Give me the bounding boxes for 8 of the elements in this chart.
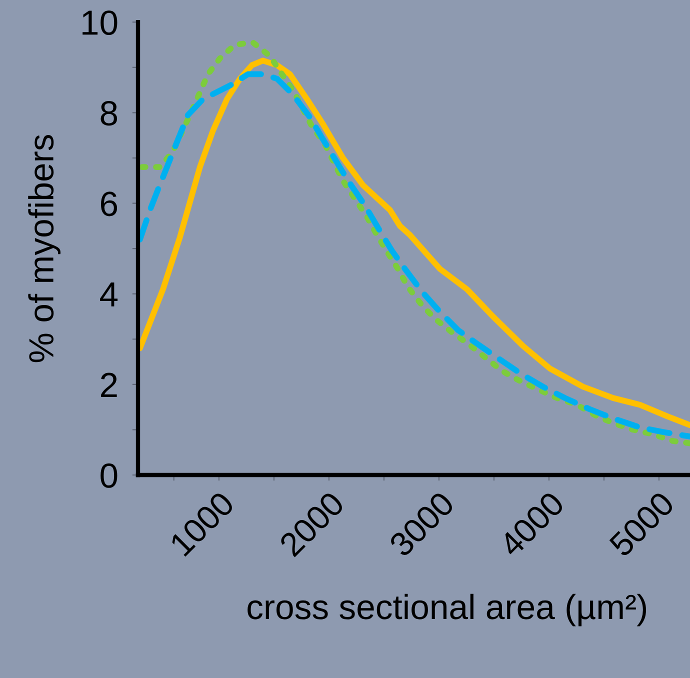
y-tick-label: 6 — [101, 192, 118, 216]
y-tick-label: 8 — [100, 101, 118, 126]
y-tick-label: 2 — [100, 372, 117, 398]
y-tick-label: 10 — [82, 10, 118, 36]
y-axis-title: % of myofibers — [28, 134, 60, 362]
y-tick-label: 4 — [100, 282, 118, 306]
x-axis-title: cross sectional area (µm²) — [248, 594, 646, 626]
y-tick-label: 0 — [100, 463, 118, 488]
